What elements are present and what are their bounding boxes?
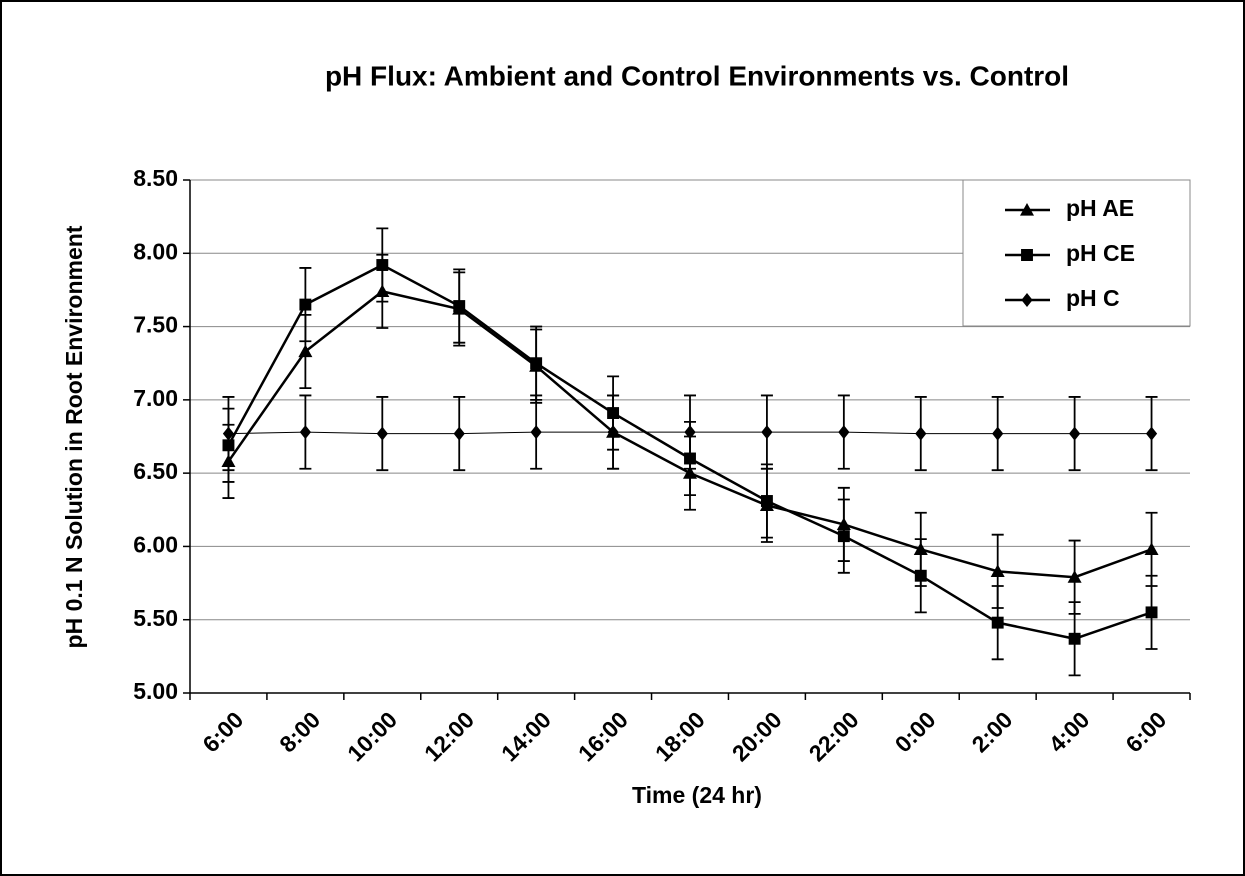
marker	[1069, 426, 1081, 441]
marker	[453, 426, 465, 441]
marker	[1068, 632, 1081, 645]
marker	[992, 426, 1004, 441]
y-tick-label: 6.00	[133, 532, 178, 558]
marker	[1020, 203, 1034, 216]
marker	[1145, 606, 1158, 619]
marker	[530, 357, 543, 370]
marker	[222, 426, 235, 441]
y-tick-label: 5.00	[133, 678, 178, 704]
marker	[684, 425, 696, 440]
marker	[837, 530, 850, 543]
marker	[991, 616, 1004, 629]
y-tick-label: 7.50	[133, 312, 178, 338]
legend-label: pH C	[1066, 285, 1120, 311]
marker	[299, 425, 311, 440]
marker	[1144, 542, 1159, 555]
marker	[838, 425, 850, 440]
marker	[298, 344, 313, 358]
y-tick-label: 6.50	[133, 458, 178, 484]
marker	[607, 425, 619, 440]
marker	[760, 495, 773, 507]
y-axis-label: pH 0.1 N Solution in Root Environment	[61, 225, 87, 648]
marker	[761, 425, 773, 440]
y-tick-label: 5.50	[133, 605, 178, 631]
marker	[530, 425, 542, 440]
marker	[376, 259, 389, 271]
marker	[914, 569, 927, 582]
legend-box	[962, 179, 1191, 327]
marker	[453, 300, 466, 313]
y-tick-label: 7.00	[133, 385, 178, 411]
marker	[1021, 249, 1033, 261]
marker	[915, 426, 927, 441]
marker	[299, 298, 312, 311]
y-tick-label: 8.50	[133, 165, 178, 191]
chart-title: pH Flux: Ambient and Control Environment…	[325, 60, 1069, 91]
marker	[990, 564, 1005, 577]
legend-label: pH AE	[1066, 195, 1134, 221]
marker	[1145, 426, 1158, 441]
legend-label: pH CE	[1066, 240, 1135, 266]
marker	[1021, 293, 1033, 307]
x-axis-label: Time (24 hr)	[632, 782, 762, 808]
marker	[1067, 570, 1082, 583]
marker	[376, 426, 388, 441]
y-tick-label: 8.00	[133, 238, 178, 264]
